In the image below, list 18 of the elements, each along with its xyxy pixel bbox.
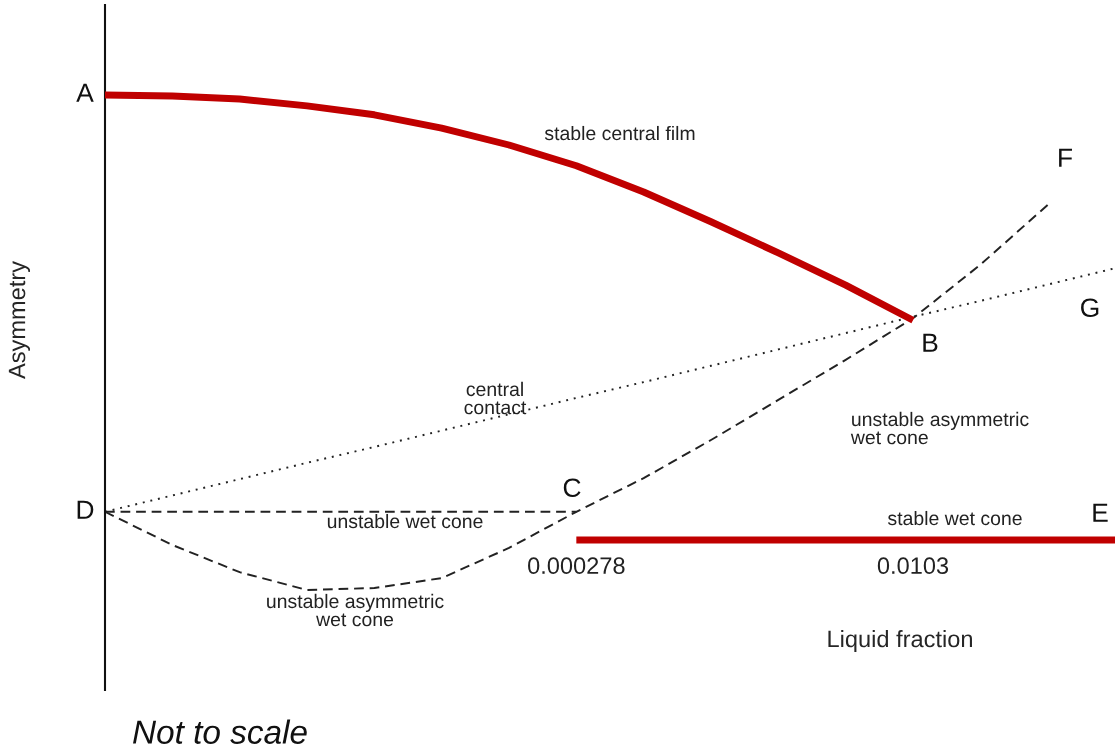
annotation: C [563,478,581,498]
annotation: E [1093,503,1108,522]
x-tick-label: 0.0103 [877,557,949,575]
series-label: stable wet cone [887,510,1022,526]
annotation: F [1059,148,1072,167]
y-axis-title: Asymmetry [8,261,30,379]
series-label: unstable asymmetric wet cone [267,593,444,627]
series-label: stable central film [544,125,695,141]
text: Not to scale [133,719,307,744]
annotation: D [77,500,94,519]
x-tick-label: 0.000278 [528,557,625,575]
annotation: G [1081,298,1099,318]
annotation: B [923,333,938,352]
text: unstable asymmetric wet cone [850,411,1029,445]
x-axis-title: Liquid fraction [828,630,972,653]
annotation: A [76,83,94,102]
series-label: central contact [464,381,527,415]
series-label: unstable wet cone [327,513,483,529]
